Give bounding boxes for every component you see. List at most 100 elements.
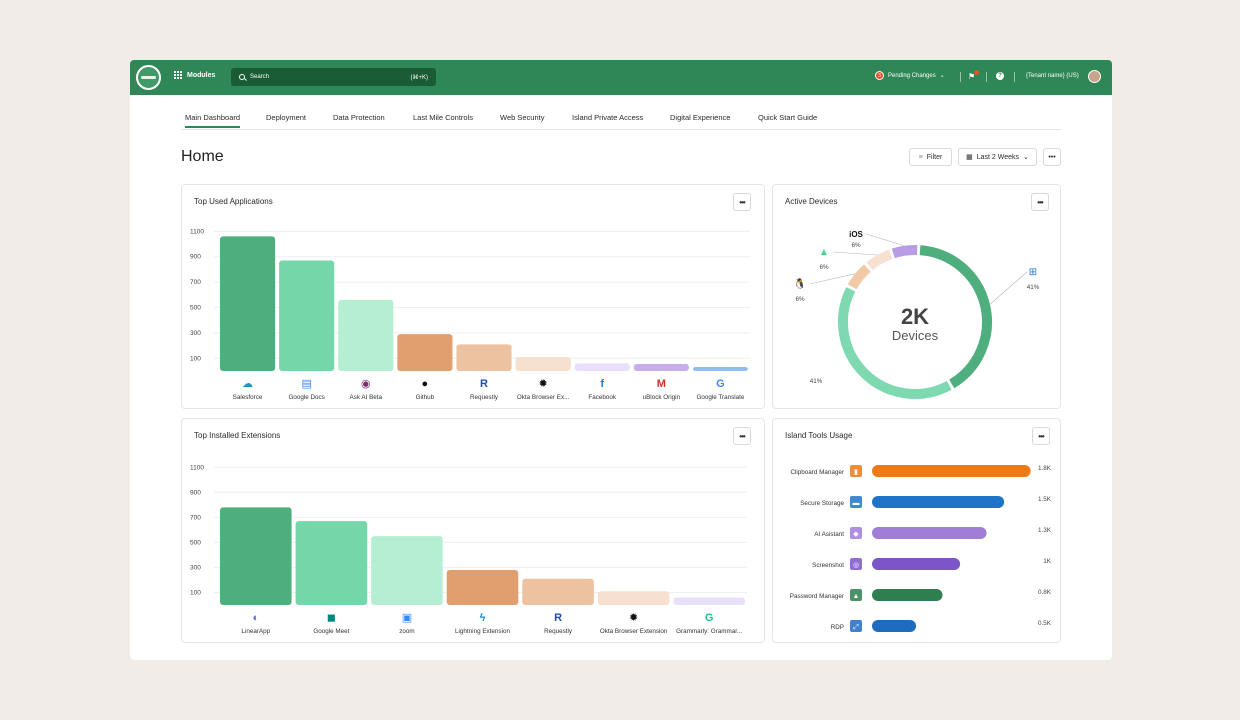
lightning-icon: ϟ <box>480 612 486 624</box>
x-tick-label: Requestly <box>544 628 573 635</box>
value-label: 1K <box>1043 558 1052 565</box>
grammarly-icon: G <box>705 612 714 624</box>
ios-icon: iOS <box>849 230 863 239</box>
top-used-applications-card: Top Used Applications ••• 1100 900 700 500 3… <box>181 184 765 409</box>
donut-slice <box>838 287 952 399</box>
card-title: Active Devices <box>785 197 838 206</box>
tool-label: Screenshot <box>812 562 844 569</box>
linux-icon: 🐧 <box>794 277 806 290</box>
pending-count-badge: 3 <box>875 71 884 80</box>
value-label: 0.8K <box>1038 589 1052 596</box>
icon-glyph: ▲ <box>853 593 860 600</box>
requestly-icon: R <box>554 612 562 624</box>
filter-button[interactable]: ≡ Filter <box>909 148 952 166</box>
slice-percent-label: 6% <box>819 264 829 271</box>
icon-glyph: ▬ <box>853 500 860 507</box>
ai-icon <box>850 527 862 539</box>
card-more-button[interactable]: ••• <box>733 427 751 445</box>
leader-line <box>809 273 856 285</box>
tab-main-dashboard[interactable]: Main Dashboard <box>185 113 241 128</box>
donut-slice <box>847 264 871 290</box>
bar <box>338 299 394 371</box>
tenant-name[interactable]: {Tenant name} (US) <box>1026 73 1079 79</box>
donut-slice <box>891 245 918 259</box>
card-more-button[interactable]: ••• <box>733 193 751 211</box>
slice-percent-label: 6% <box>795 296 805 303</box>
x-tick-label: Facebook <box>588 394 617 401</box>
card-more-button[interactable]: ••• <box>1031 193 1049 211</box>
tab-deployment[interactable]: Deployment <box>266 113 307 122</box>
dashboard-tabs: Main Dashboard Deployment Data Protectio… <box>181 108 1061 130</box>
x-tick-label: Github <box>416 394 435 401</box>
avatar[interactable] <box>1088 70 1101 83</box>
bar <box>692 367 748 371</box>
island-logo-icon[interactable] <box>136 65 161 90</box>
pending-changes-button[interactable]: 3 Pending Changes ⌄ <box>875 71 945 80</box>
page-title: Home <box>181 148 224 165</box>
help-icon[interactable]: ? <box>996 72 1004 80</box>
search-input[interactable]: Search (⌘+K) <box>231 68 436 86</box>
value-label: 1.5K <box>1038 496 1052 503</box>
bar <box>220 236 276 371</box>
tab-data-protection[interactable]: Data Protection <box>333 113 385 122</box>
center-value: 2K <box>901 304 929 329</box>
ask-ai-icon: ◉ <box>361 378 371 390</box>
bar <box>295 521 368 605</box>
card-more-button[interactable]: ••• <box>1032 427 1050 445</box>
island-tools-usage-chart: Clipboard Manager ▮ 1.8K Secure Storage ▬ 1.5… <box>790 465 1052 632</box>
divider <box>1014 72 1015 82</box>
tab-last-mile-controls[interactable]: Last Mile Controls <box>413 113 474 122</box>
filter-label: Filter <box>926 153 943 161</box>
search-placeholder: Search <box>250 74 270 80</box>
tab-web-security[interactable]: Web Security <box>500 113 545 122</box>
top-installed-extensions-chart: 1100 900 700 500 300 100 ◐ LinearApp ◼ Google Mee… <box>190 464 747 635</box>
android-icon: ▲ <box>819 247 829 258</box>
tool-label: Secure Storage <box>800 500 844 507</box>
bar <box>515 357 571 371</box>
tool-label: AI Asistant <box>814 531 844 538</box>
tool-bar <box>872 589 943 601</box>
top-installed-extensions-card: Top Installed Extensions ••• 1100 900 700 5… <box>181 418 765 643</box>
ublock-gmail-icon: M <box>657 378 666 390</box>
bar <box>446 569 519 605</box>
tab-island-private-access[interactable]: Island Private Access <box>572 113 644 122</box>
divider <box>960 72 961 82</box>
screenshot-icon <box>850 558 862 570</box>
clipboard-icon <box>850 465 862 477</box>
bar <box>456 344 512 371</box>
top-navigation-bar: Modules Search (⌘+K) 3 Pending Changes ⌄… <box>130 60 1112 95</box>
page-more-button[interactable]: ••• <box>1043 148 1061 166</box>
modules-button[interactable]: Modules <box>174 71 215 79</box>
icon-glyph: ◆ <box>853 531 859 538</box>
leader-line <box>865 233 905 247</box>
x-tick-label: zoom <box>399 628 414 635</box>
value-label: 1.8K <box>1038 465 1052 472</box>
tab-digital-experience[interactable]: Digital Experience <box>670 113 731 122</box>
x-tick-label: Okta Browser Extension <box>600 628 668 635</box>
calendar-icon: ▦ <box>966 154 973 161</box>
bar <box>371 536 443 605</box>
notification-icon[interactable]: ⚑ <box>968 72 976 81</box>
tool-label: RDP <box>831 624 844 631</box>
donut-slice <box>919 245 992 389</box>
value-label: 0.5K <box>1038 620 1052 627</box>
tab-quick-start-guide[interactable]: Quick Start Guide <box>758 113 818 122</box>
x-tick-label: Google Translate <box>696 394 744 401</box>
y-tick-label: 700 <box>190 279 201 286</box>
bar <box>522 578 594 605</box>
requestly-icon: R <box>480 378 488 390</box>
y-tick-label: 500 <box>190 305 201 312</box>
y-tick-label: 100 <box>190 355 201 362</box>
search-shortcut: (⌘+K) <box>410 74 428 81</box>
card-title: Top Installed Extensions <box>194 431 281 440</box>
tool-bar <box>872 620 917 632</box>
facebook-icon: f <box>600 378 604 390</box>
app-window: Modules Search (⌘+K) 3 Pending Changes ⌄… <box>130 60 1112 660</box>
salesforce-icon: ☁ <box>242 378 253 390</box>
icon-glyph: ⤢ <box>853 624 859 631</box>
date-range-select[interactable]: ▦ Last 2 Weeks ⌄ <box>958 148 1037 166</box>
y-tick-label: 1100 <box>190 228 204 235</box>
tool-label: Password Manager <box>790 593 844 600</box>
okta-icon: ✹ <box>629 612 638 624</box>
